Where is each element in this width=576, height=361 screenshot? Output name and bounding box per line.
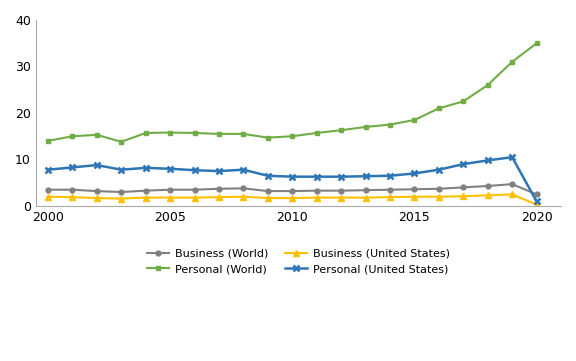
Personal (World) xyxy=(166,130,173,135)
Business (United States) xyxy=(411,195,418,199)
Business (World) xyxy=(386,188,393,192)
Personal (United States) xyxy=(533,199,540,204)
Personal (World) xyxy=(338,128,344,132)
Personal (United States) xyxy=(509,155,516,159)
Business (World) xyxy=(289,189,295,193)
Business (World) xyxy=(338,188,344,193)
Business (United States) xyxy=(460,194,467,199)
Business (World) xyxy=(142,188,149,193)
Business (World) xyxy=(509,182,516,186)
Business (United States) xyxy=(509,192,516,196)
Business (World) xyxy=(240,186,247,191)
Personal (World) xyxy=(411,118,418,122)
Personal (World) xyxy=(386,122,393,127)
Business (United States) xyxy=(338,195,344,200)
Business (United States) xyxy=(166,195,173,200)
Business (World) xyxy=(460,185,467,190)
Business (United States) xyxy=(386,195,393,199)
Business (World) xyxy=(44,188,51,192)
Personal (World) xyxy=(289,134,295,138)
Personal (World) xyxy=(93,133,100,137)
Business (World) xyxy=(69,188,76,192)
Personal (World) xyxy=(142,131,149,135)
Personal (World) xyxy=(69,134,76,138)
Business (World) xyxy=(484,184,491,188)
Personal (World) xyxy=(533,41,540,45)
Business (United States) xyxy=(142,195,149,200)
Business (United States) xyxy=(240,195,247,199)
Line: Business (World): Business (World) xyxy=(46,182,539,197)
Personal (World) xyxy=(215,132,222,136)
Business (United States) xyxy=(69,195,76,199)
Personal (United States) xyxy=(240,168,247,172)
Personal (World) xyxy=(240,132,247,136)
Personal (United States) xyxy=(264,174,271,178)
Business (United States) xyxy=(362,195,369,200)
Personal (United States) xyxy=(44,168,51,172)
Business (United States) xyxy=(484,193,491,197)
Business (United States) xyxy=(533,203,540,207)
Line: Personal (United States): Personal (United States) xyxy=(44,154,540,205)
Personal (United States) xyxy=(191,168,198,172)
Personal (United States) xyxy=(386,174,393,178)
Business (United States) xyxy=(313,195,320,200)
Business (World) xyxy=(411,187,418,191)
Business (United States) xyxy=(44,195,51,199)
Business (United States) xyxy=(93,196,100,200)
Personal (United States) xyxy=(166,167,173,171)
Line: Personal (World): Personal (World) xyxy=(46,41,539,144)
Personal (United States) xyxy=(411,171,418,175)
Personal (World) xyxy=(435,106,442,110)
Personal (World) xyxy=(509,60,516,64)
Personal (World) xyxy=(191,131,198,135)
Personal (World) xyxy=(44,139,51,143)
Business (World) xyxy=(435,187,442,191)
Personal (United States) xyxy=(118,168,124,172)
Personal (World) xyxy=(264,135,271,140)
Legend: Business (World), Personal (World), Business (United States), Personal (United S: Business (World), Personal (World), Busi… xyxy=(142,243,455,280)
Business (United States) xyxy=(191,195,198,200)
Business (World) xyxy=(93,189,100,193)
Business (World) xyxy=(191,188,198,192)
Business (World) xyxy=(362,188,369,192)
Personal (United States) xyxy=(289,174,295,179)
Personal (World) xyxy=(362,125,369,129)
Business (United States) xyxy=(435,195,442,199)
Line: Business (United States): Business (United States) xyxy=(44,191,540,208)
Business (World) xyxy=(118,190,124,194)
Business (World) xyxy=(166,188,173,192)
Business (World) xyxy=(264,189,271,193)
Personal (United States) xyxy=(313,174,320,179)
Personal (United States) xyxy=(69,165,76,170)
Business (World) xyxy=(533,192,540,196)
Business (United States) xyxy=(264,196,271,200)
Business (United States) xyxy=(215,195,222,199)
Personal (United States) xyxy=(484,158,491,162)
Personal (World) xyxy=(118,140,124,144)
Personal (United States) xyxy=(142,166,149,170)
Business (World) xyxy=(215,187,222,191)
Personal (United States) xyxy=(460,162,467,166)
Personal (World) xyxy=(484,83,491,87)
Personal (World) xyxy=(460,99,467,104)
Personal (United States) xyxy=(215,169,222,173)
Personal (United States) xyxy=(435,168,442,172)
Personal (United States) xyxy=(93,163,100,167)
Business (United States) xyxy=(289,196,295,200)
Personal (United States) xyxy=(362,174,369,178)
Personal (United States) xyxy=(338,174,344,179)
Business (World) xyxy=(313,188,320,193)
Personal (World) xyxy=(313,131,320,135)
Business (United States) xyxy=(118,196,124,201)
